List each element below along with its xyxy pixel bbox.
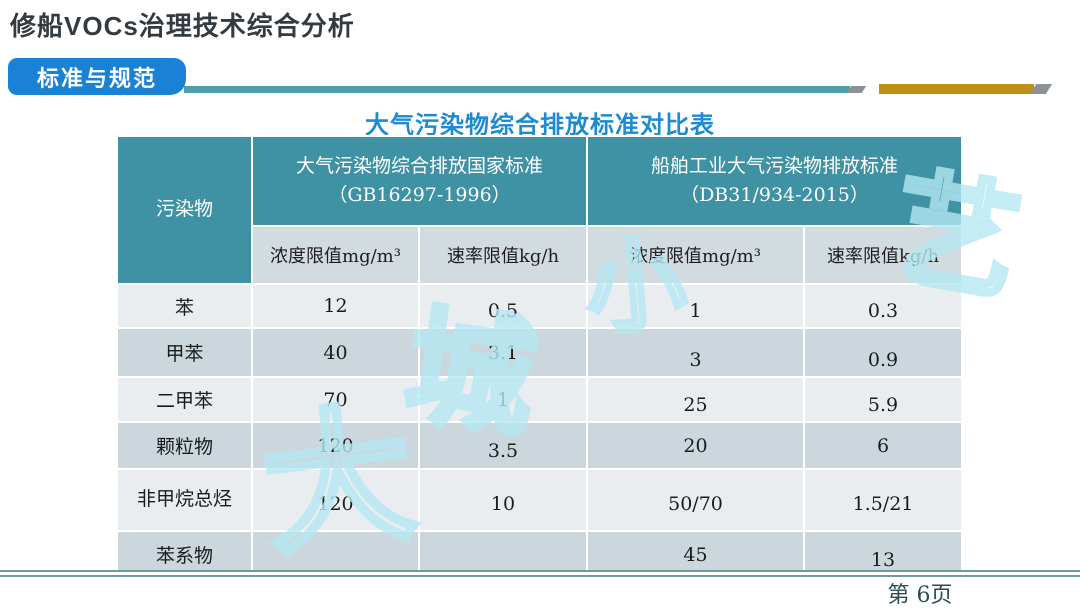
table-header-group-row: 污染物 大气污染物综合排放国家标准 （GB16297-1996） 船舶工业大气污… (118, 137, 961, 283)
value-cell: 5.9 (867, 393, 899, 416)
gb-concentration-header: 浓度限值mg/m³ (253, 227, 418, 283)
table-row: 非甲烷总烃 120 10 50/70 1.5/21 (118, 470, 961, 530)
value-cell: 3.1 (420, 329, 586, 376)
pollutant-name: 苯 (118, 285, 251, 327)
gb-standard-name: 大气污染物综合排放国家标准 (295, 154, 543, 177)
bottom-divider (0, 570, 1080, 577)
gold-divider-line (879, 84, 1034, 94)
table-row: 苯 12 0.5 1 0.3 (118, 285, 961, 327)
pollutant-name: 非甲烷总烃 (118, 470, 251, 530)
pollutant-name: 二甲苯 (118, 378, 251, 421)
teal-divider-tip (846, 86, 867, 93)
gb-standard-code: （GB16297-1996） (328, 184, 511, 206)
value-cell: 3 (689, 348, 702, 371)
db-standard-code: （DB31/934-2015） (680, 184, 869, 206)
db-standard-header: 船舶工业大气污染物排放标准 （DB31/934-2015） (588, 137, 961, 225)
value-cell (253, 532, 418, 577)
value-cell: 120 (253, 423, 418, 468)
value-cell: 120 (253, 470, 418, 530)
db-rate-header: 速率限值kg/h (805, 227, 961, 283)
value-cell: 1 (689, 300, 702, 322)
pollutant-column-header: 污染物 (118, 137, 251, 283)
db-concentration-header: 浓度限值mg/m³ (588, 227, 803, 283)
value-cell: 1.5/21 (805, 470, 961, 530)
value-cell: 50/70 (588, 470, 803, 530)
value-cell: 3.5 (487, 439, 519, 462)
pollutant-name: 甲苯 (118, 329, 251, 376)
gb-rate-header: 速率限值kg/h (420, 227, 586, 283)
value-cell: 20 (588, 423, 803, 468)
table-row: 颗粒物 120 3.5 20 6 (118, 423, 961, 468)
section-badge: 标准与规范 (8, 58, 186, 95)
value-cell: 45 (588, 532, 803, 577)
value-cell: 0.9 (867, 348, 899, 371)
db-standard-name: 船舶工业大气污染物排放标准 (650, 154, 898, 177)
table-row: 苯系物 45 13 (118, 532, 961, 577)
comparison-table: 污染物 大气污染物综合排放国家标准 （GB16297-1996） 船舶工业大气污… (116, 135, 963, 579)
value-cell: 0.3 (867, 300, 899, 322)
value-cell: 0.5 (487, 300, 519, 322)
pollutant-name: 颗粒物 (118, 423, 251, 468)
value-cell (420, 532, 586, 577)
table-row: 二甲苯 70 1 25 5.9 (118, 378, 961, 421)
value-cell: 10 (420, 470, 586, 530)
value-cell: 1 (420, 378, 586, 421)
pollutant-name: 苯系物 (118, 532, 251, 577)
page-number: 第 6页 (887, 583, 953, 608)
value-cell: 13 (870, 548, 896, 571)
table-subheader-row: 浓度限值mg/m³ 速率限值kg/h 浓度限值mg/m³ 速率限值kg/h (118, 227, 961, 283)
value-cell: 70 (253, 378, 418, 421)
value-cell: 25 (683, 393, 708, 416)
gb-standard-header: 大气污染物综合排放国家标准 （GB16297-1996） (253, 137, 586, 225)
teal-divider-line (184, 86, 850, 93)
value-cell: 40 (253, 329, 418, 376)
value-cell: 6 (805, 423, 961, 468)
value-cell: 12 (253, 285, 418, 327)
table-row: 甲苯 40 3.1 3 0.9 (118, 329, 961, 376)
slide-title: 修船VOCs治理技术综合分析 (10, 11, 355, 41)
table-title: 大气污染物综合排放标准对比表 (365, 112, 715, 139)
